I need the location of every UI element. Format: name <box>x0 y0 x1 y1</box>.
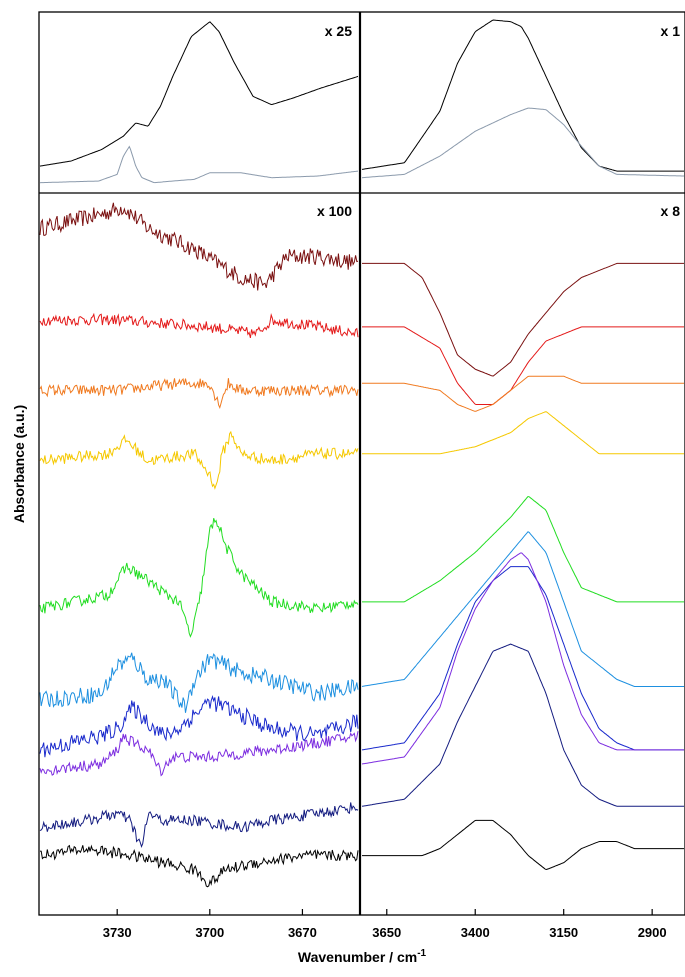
series-line-bottom-left-6 <box>39 652 359 713</box>
plot-layer <box>39 19 684 888</box>
x-tick-label-bottom-right-3150: 3150 <box>549 925 578 940</box>
series-line-bottom-right-1 <box>362 262 684 377</box>
series-line-bottom-right-8 <box>361 552 684 765</box>
x-axis-title-superscript: -1 <box>417 948 426 959</box>
x-tick-label-bottom-right-3650: 3650 <box>372 925 401 940</box>
series-line-top-left-1 <box>39 21 359 167</box>
series-line-bottom-left-10 <box>39 844 359 888</box>
series-line-bottom-left-2 <box>39 312 359 339</box>
series-line-top-left-2 <box>39 145 359 184</box>
multiplier-label-bottom-right: x 8 <box>661 203 681 219</box>
series-line-bottom-right-10 <box>362 819 684 871</box>
series-line-bottom-left-8 <box>39 731 359 777</box>
x-axis-title-text: Wavenumber / cm <box>298 949 417 965</box>
series-line-bottom-right-2 <box>362 326 684 405</box>
tick-layer: 3730 3700 3670 3650 3400 3150 2900 <box>103 909 667 940</box>
multiplier-label-top-right: x 1 <box>661 23 681 39</box>
series-line-bottom-right-6 <box>361 531 684 687</box>
series-line-bottom-left-1 <box>39 202 359 291</box>
x-axis-title: Wavenumber / cm-1 <box>298 948 427 965</box>
series-line-bottom-right-7 <box>361 566 684 751</box>
series-line-bottom-right-3 <box>362 375 684 412</box>
series-line-bottom-right-5 <box>362 495 684 603</box>
multiplier-label-top-left: x 25 <box>325 23 352 39</box>
series-line-bottom-left-3 <box>39 377 359 410</box>
x-tick-label-bottom-right-2900: 2900 <box>638 925 667 940</box>
series-line-bottom-left-7 <box>39 695 359 758</box>
series-line-bottom-right-9 <box>361 643 684 807</box>
series-line-top-right-1 <box>361 19 684 172</box>
plot-frame <box>38 11 685 916</box>
series-line-bottom-right-4 <box>362 411 684 455</box>
x-tick-label-bottom-right-3400: 3400 <box>461 925 490 940</box>
y-axis-title: Absorbance (a.u.) <box>11 405 27 523</box>
x-tick-label-bottom-left-3700: 3700 <box>195 925 224 940</box>
series-line-bottom-left-4 <box>39 430 359 490</box>
series-line-top-right-2 <box>361 107 684 179</box>
x-tick-label-bottom-left-3730: 3730 <box>103 925 132 940</box>
x-tick-label-bottom-left-3670: 3670 <box>288 925 317 940</box>
series-line-bottom-left-9 <box>39 802 359 848</box>
multiplier-label-bottom-left: x 100 <box>317 203 352 219</box>
series-line-bottom-left-5 <box>39 518 359 638</box>
